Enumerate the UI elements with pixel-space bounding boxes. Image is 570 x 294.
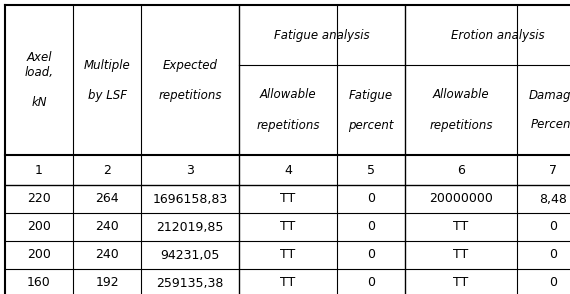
Text: 0: 0 — [367, 248, 375, 261]
Text: 7: 7 — [549, 163, 557, 176]
Text: 240: 240 — [95, 220, 119, 233]
Text: 0: 0 — [367, 276, 375, 290]
Text: 0: 0 — [549, 220, 557, 233]
Text: 212019,85: 212019,85 — [156, 220, 223, 233]
Text: 264: 264 — [95, 193, 119, 206]
Text: 1: 1 — [35, 163, 43, 176]
Text: 1696158,83: 1696158,83 — [152, 193, 227, 206]
Text: Axel
load,

kN: Axel load, kN — [25, 51, 54, 109]
Text: TT: TT — [453, 276, 469, 290]
Text: Allowable

repetitions: Allowable repetitions — [256, 88, 320, 131]
Text: 6: 6 — [457, 163, 465, 176]
Text: Erotion analysis: Erotion analysis — [451, 29, 544, 41]
Text: 2: 2 — [103, 163, 111, 176]
Text: 192: 192 — [95, 276, 119, 290]
Text: TT: TT — [280, 276, 296, 290]
Text: 220: 220 — [27, 193, 51, 206]
Text: Damage

Percent: Damage Percent — [528, 88, 570, 131]
Text: 5: 5 — [367, 163, 375, 176]
Text: 0: 0 — [549, 276, 557, 290]
Text: TT: TT — [280, 248, 296, 261]
Text: 0: 0 — [549, 248, 557, 261]
Text: 94231,05: 94231,05 — [160, 248, 219, 261]
Text: Allowable

repetitions: Allowable repetitions — [429, 88, 492, 131]
Text: 240: 240 — [95, 248, 119, 261]
Text: Fatigue analysis: Fatigue analysis — [274, 29, 370, 41]
Text: 200: 200 — [27, 220, 51, 233]
Text: 3: 3 — [186, 163, 194, 176]
Text: 8,48: 8,48 — [540, 193, 568, 206]
Text: TT: TT — [280, 220, 296, 233]
Text: 0: 0 — [367, 220, 375, 233]
Text: Multiple

by LSF: Multiple by LSF — [84, 59, 131, 101]
Text: 200: 200 — [27, 248, 51, 261]
Text: TT: TT — [453, 220, 469, 233]
Text: 0: 0 — [367, 193, 375, 206]
Text: 4: 4 — [284, 163, 292, 176]
Text: TT: TT — [280, 193, 296, 206]
Text: 160: 160 — [27, 276, 51, 290]
Text: TT: TT — [453, 248, 469, 261]
Text: 20000000: 20000000 — [429, 193, 493, 206]
Text: Expected

repetitions: Expected repetitions — [158, 59, 222, 101]
Text: Fatigue

percent: Fatigue percent — [348, 88, 394, 131]
Text: 259135,38: 259135,38 — [156, 276, 223, 290]
